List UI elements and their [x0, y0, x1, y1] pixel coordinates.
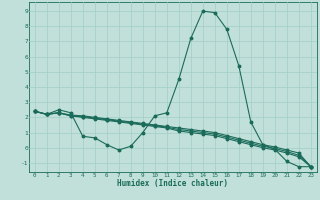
X-axis label: Humidex (Indice chaleur): Humidex (Indice chaleur) [117, 179, 228, 188]
